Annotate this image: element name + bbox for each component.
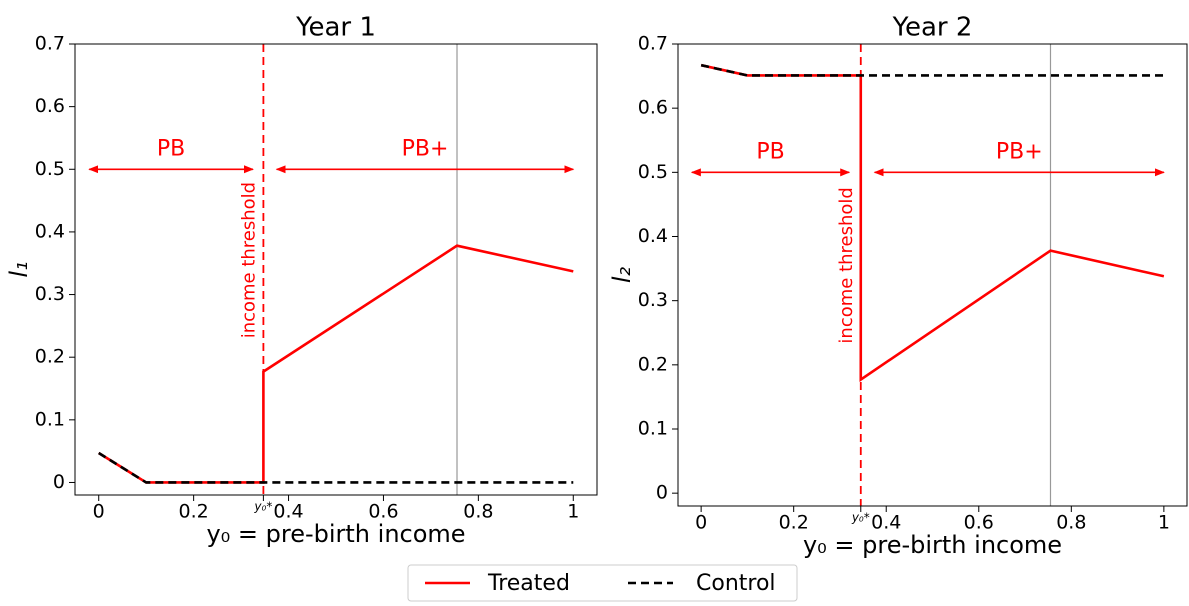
plot-frame — [677, 43, 1188, 507]
y-axis-label: l₂ — [608, 266, 636, 283]
y-tick-label: 0.3 — [35, 283, 65, 305]
x-tick-label: 0.2 — [179, 501, 209, 523]
chart-title: Year 2 — [892, 13, 973, 43]
series-line — [98, 451, 574, 484]
threshold-label: income threshold — [238, 182, 259, 338]
x-tick-label: 0 — [93, 501, 105, 523]
y-tick-label: 0.5 — [35, 158, 65, 180]
y-tick-label: 0.1 — [638, 418, 668, 440]
x-tick-label: 0.8 — [1056, 512, 1086, 534]
y-tick-label: 0.6 — [35, 95, 65, 117]
y-tick-label: 0.7 — [638, 33, 668, 55]
legend: Treated Control — [407, 564, 798, 602]
x-tick-label: 0.6 — [964, 512, 994, 534]
range-label: PB — [157, 136, 185, 161]
y-tick-label: 0 — [53, 471, 65, 493]
x-tick-label: 1 — [1158, 512, 1170, 534]
y-tick-label: 0.6 — [638, 97, 668, 119]
y-tick-label: 0.3 — [638, 289, 668, 311]
y-tick-label: 0.1 — [35, 408, 65, 430]
y-axis-label: l₁ — [5, 261, 33, 277]
x-tick-label: 0.4 — [871, 512, 901, 534]
series-line — [700, 63, 1165, 383]
x-tick-label: 0 — [695, 512, 707, 534]
range-label: PB+ — [402, 136, 449, 161]
y-tick-label: 0.4 — [35, 220, 65, 242]
y-tick-label: 0 — [656, 482, 668, 504]
chart-title: Year 1 — [295, 13, 376, 43]
series-line — [700, 63, 1164, 77]
x-tick-label: 0.6 — [368, 501, 398, 523]
x-tick-label: y₀* — [253, 500, 272, 514]
plot-frame — [74, 43, 598, 496]
legend-label: Treated — [487, 571, 570, 596]
legend-frame — [407, 564, 798, 602]
x-tick-label: 0.8 — [463, 501, 493, 523]
y-tick-label: 0.2 — [35, 346, 65, 368]
x-axis-label: y₀ = pre-birth income — [803, 531, 1062, 559]
y-tick-label: 0.2 — [638, 353, 668, 375]
y-tick-label: 0.7 — [35, 33, 65, 55]
x-axis-label: y₀ = pre-birth income — [206, 520, 465, 548]
series-line — [98, 244, 574, 484]
x-tick-label: 0.2 — [779, 512, 809, 534]
x-tick-label: y₀* — [851, 511, 870, 525]
range-label: PB — [756, 139, 784, 164]
y-tick-label: 0.4 — [638, 225, 668, 247]
y-tick-label: 0.5 — [638, 161, 668, 183]
legend-label: Control — [696, 571, 776, 596]
range-label: PB+ — [996, 139, 1043, 164]
threshold-label: income threshold — [836, 187, 857, 343]
x-tick-label: 1 — [567, 501, 579, 523]
x-tick-label: 0.4 — [273, 501, 303, 523]
